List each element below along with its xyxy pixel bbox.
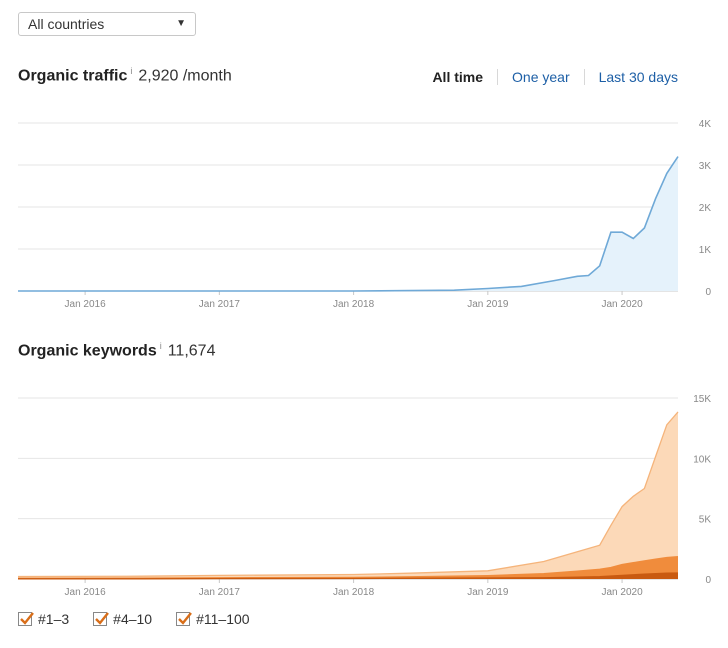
x-tick-label: Jan 2019 — [467, 299, 509, 310]
y-tick-label: 1K — [699, 245, 712, 256]
checkbox-checked-icon[interactable] — [18, 612, 34, 626]
series-area-top3 — [18, 573, 678, 579]
legend-item-4-10[interactable]: #4–10 — [93, 611, 152, 627]
traffic-label: Organic traffic — [18, 67, 128, 85]
checkmark-icon — [20, 612, 34, 625]
tab-last-30-days[interactable]: Last 30 days — [583, 69, 692, 85]
x-tick-label: Jan 2020 — [601, 299, 643, 310]
y-tick-label: 5K — [699, 515, 712, 526]
x-tick-label: Jan 2017 — [199, 587, 241, 598]
chevron-down-icon: ▼ — [176, 18, 186, 29]
keywords-header: Organic keywords i 11,674 — [18, 341, 215, 360]
info-icon[interactable]: i — [130, 66, 133, 76]
checkmark-icon — [95, 612, 110, 625]
series-area-11-100 — [18, 411, 678, 579]
y-tick-label: 10K — [693, 454, 711, 465]
series-area-4-10-line — [17, 556, 679, 579]
keywords-chart: 15K 10K 5K 0 Jan 2016 Jan 2017 Jan 2018 Jan 201… — [17, 394, 712, 598]
x-tick-label: Jan 2018 — [333, 587, 375, 598]
y-tick-label: 0 — [705, 575, 711, 586]
legend-label: #11–100 — [196, 611, 250, 627]
x-tick-label: Jan 2016 — [65, 299, 107, 310]
traffic-header: Organic traffic i 2,920 /month — [18, 66, 232, 85]
keywords-value: 11,674 — [167, 342, 216, 360]
traffic-chart: 4K 3K 2K 1K 0 Jan 2016 Jan 2017 Jan 2018 Jan 201… — [18, 119, 712, 310]
y-tick-label: 15K — [693, 394, 711, 405]
checkmark-icon — [178, 612, 193, 625]
legend-label: #4–10 — [113, 611, 153, 627]
traffic-area — [18, 156, 678, 291]
x-tick-label: Jan 2017 — [199, 299, 241, 310]
y-tick-label: 2K — [699, 203, 712, 214]
x-tick-label: Jan 2019 — [467, 587, 509, 598]
keywords-label: Organic keywords — [18, 342, 157, 360]
legend-item-11-100[interactable]: #11–100 — [176, 611, 250, 627]
info-icon[interactable]: i — [159, 341, 162, 351]
traffic-line — [18, 156, 679, 292]
chart-legend: #1–3 #4–10 #11–100 — [18, 611, 274, 627]
series-area-11-100-line — [17, 411, 679, 578]
country-select-value: All countries — [28, 16, 105, 32]
legend-label: #1–3 — [38, 611, 70, 627]
legend-item-top3[interactable]: #1–3 — [18, 611, 69, 627]
checkbox-checked-icon[interactable] — [93, 612, 110, 626]
x-tick-label: Jan 2020 — [601, 587, 643, 598]
traffic-value: 2,920 /month — [138, 67, 232, 85]
country-select[interactable]: All countries ▼ — [18, 12, 196, 36]
y-tick-label: 4K — [699, 119, 712, 130]
y-tick-label: 0 — [705, 287, 711, 298]
range-tabs: All time One year Last 30 days — [432, 69, 692, 85]
series-area-top3-line — [18, 572, 679, 580]
tab-one-year[interactable]: One year — [497, 69, 584, 85]
tab-all-time[interactable]: All time — [432, 69, 484, 85]
checkbox-checked-icon[interactable] — [176, 612, 193, 626]
x-tick-label: Jan 2018 — [333, 299, 375, 310]
x-tick-label: Jan 2016 — [65, 587, 107, 598]
y-tick-label: 3K — [699, 161, 712, 172]
